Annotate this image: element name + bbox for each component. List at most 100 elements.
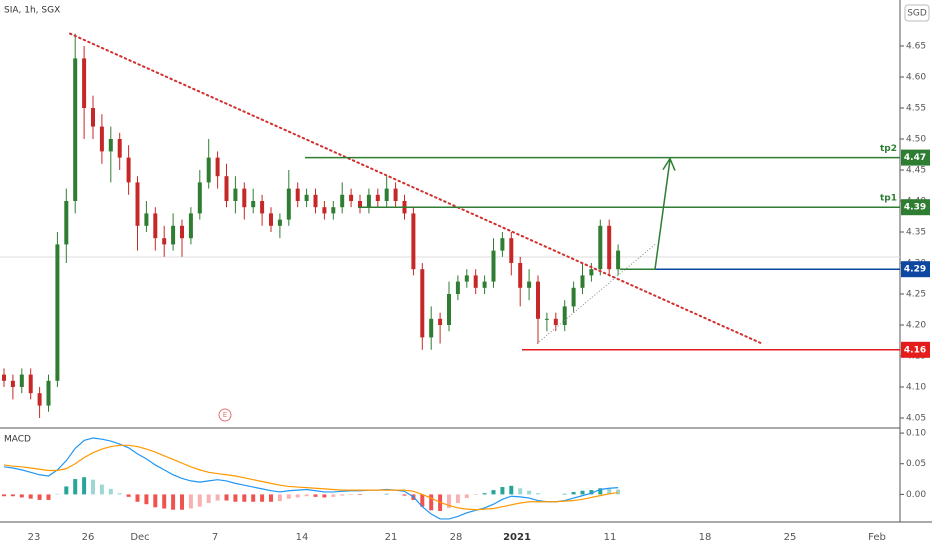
- histogram-bar: [536, 493, 540, 495]
- histogram-bar: [206, 494, 211, 503]
- x-tick-label: 28: [450, 532, 463, 543]
- histogram-bar: [447, 494, 451, 508]
- symbol-title: SIA, 1h, SGX: [4, 6, 60, 16]
- candle-body: [607, 225, 612, 270]
- x-tick-label: 25: [784, 532, 797, 543]
- candle-body: [206, 157, 211, 183]
- target-arrowhead: [662, 156, 676, 171]
- candle-body: [242, 188, 247, 208]
- candle-body: [544, 318, 549, 320]
- histogram-bar: [242, 494, 247, 502]
- candle-body: [429, 318, 434, 338]
- candle-body: [251, 201, 256, 208]
- level-label: tp1: [880, 194, 897, 204]
- histogram-bar: [197, 494, 202, 507]
- histogram-bar: [358, 494, 362, 496]
- histogram-bar: [464, 494, 469, 499]
- candle-body: [46, 380, 51, 406]
- histogram-bar: [580, 490, 585, 495]
- histogram-bar: [349, 494, 354, 496]
- candle-body: [438, 318, 443, 325]
- histogram-bar: [99, 484, 104, 495]
- candle-body: [616, 250, 621, 270]
- histogram-bar: [304, 494, 309, 497]
- histogram-bar: [402, 494, 407, 496]
- histogram-bar: [171, 494, 176, 510]
- histogram-bar: [269, 494, 273, 502]
- candle-body: [144, 213, 149, 226]
- event-marker[interactable]: E: [223, 411, 227, 419]
- candle-body: [340, 194, 345, 208]
- y-tick-label: 4.50: [906, 135, 926, 145]
- candle-body: [580, 275, 585, 288]
- candle-body: [269, 213, 273, 226]
- histogram-bar: [91, 479, 95, 495]
- candle-body: [358, 201, 362, 208]
- x-tick-label: 11: [604, 532, 617, 543]
- candle-body: [91, 108, 95, 127]
- histogram-bar: [126, 494, 131, 497]
- candle-body: [473, 275, 478, 288]
- candle-body: [286, 188, 291, 220]
- candle-body: [304, 194, 309, 201]
- histogram-bar: [562, 493, 567, 495]
- x-tick-label: 2021: [503, 532, 531, 543]
- histogram-bar: [2, 494, 6, 497]
- event-marker-circle[interactable]: [218, 408, 232, 422]
- histogram-bar: [420, 494, 425, 507]
- y2-tick-label: 0.05: [906, 459, 926, 469]
- histogram-bar: [589, 490, 594, 495]
- candle-body: [562, 306, 567, 325]
- candle-body: [331, 207, 336, 214]
- candle-body: [411, 213, 416, 270]
- candle-body: [509, 238, 514, 263]
- candle-body: [500, 238, 505, 251]
- histogram-bar: [233, 494, 238, 502]
- candle-body: [19, 374, 24, 387]
- x-tick-label: 23: [28, 532, 41, 543]
- level-price: 4.16: [904, 345, 926, 355]
- candle-body: [295, 188, 300, 201]
- histogram-bar: [277, 494, 282, 502]
- candle-body: [180, 225, 184, 239]
- candle-body: [589, 269, 594, 276]
- y-tick-label: 4.35: [906, 228, 926, 238]
- histogram-bar: [117, 493, 122, 495]
- y-tick-label: 4.20: [906, 321, 926, 331]
- histogram-bar: [73, 479, 78, 495]
- target-arrow: [620, 159, 671, 270]
- histogram-bar: [616, 489, 621, 495]
- x-tick-label: 18: [699, 532, 712, 543]
- candle-body: [384, 188, 389, 201]
- candle-body: [553, 318, 558, 325]
- x-tick-label: 14: [296, 532, 309, 543]
- candle-body: [420, 269, 425, 338]
- histogram-bar: [322, 494, 327, 498]
- histogram-bar: [295, 494, 300, 498]
- y2-tick-label: 0.00: [906, 490, 926, 500]
- y-tick-label: 4.60: [906, 73, 926, 83]
- histogram-bar: [482, 493, 487, 495]
- candle-body: [99, 126, 104, 152]
- y2-tick-label: 0.10: [906, 429, 926, 439]
- candle-body: [464, 275, 469, 282]
- candle-body: [188, 213, 193, 239]
- candle-body: [393, 188, 398, 201]
- x-tick-label: Feb: [868, 532, 886, 543]
- histogram-bar: [607, 488, 612, 495]
- histogram-bar: [55, 493, 60, 495]
- candle-body: [171, 225, 176, 245]
- y-tick-label: 4.25: [906, 290, 926, 300]
- y-tick-label: 4.10: [906, 383, 926, 393]
- histogram-bar: [153, 494, 158, 508]
- y-tick-label: 4.65: [906, 42, 926, 52]
- trendline: [69, 32, 763, 345]
- histogram-bar: [215, 494, 220, 501]
- histogram-bar: [144, 494, 149, 505]
- histogram-bar: [598, 488, 603, 495]
- histogram-bar: [188, 494, 193, 509]
- histogram-bar: [251, 494, 256, 502]
- candle-body: [349, 194, 354, 201]
